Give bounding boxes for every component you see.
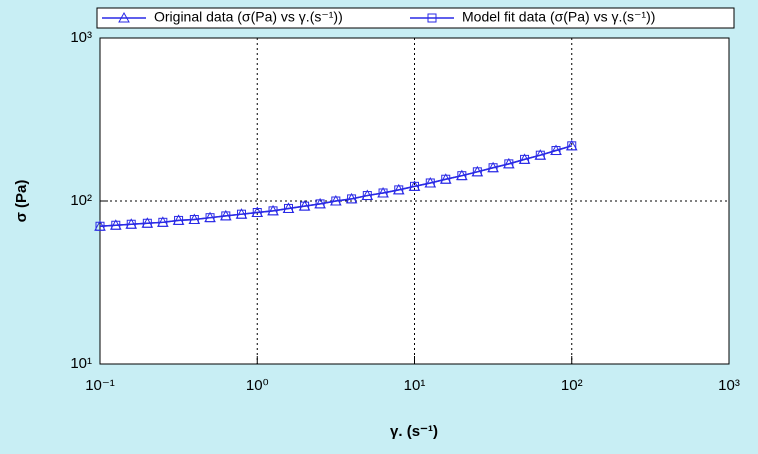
square-marker: [472, 167, 482, 177]
y-axis-label: σ (Pa): [13, 180, 30, 223]
square-marker: [252, 208, 262, 218]
square-marker: [347, 194, 357, 204]
legend-marker: [427, 13, 437, 23]
square-marker: [362, 191, 372, 201]
series-line: [99, 145, 572, 227]
square-marker: [520, 154, 530, 164]
square-marker: [488, 163, 498, 173]
square-marker: [567, 141, 577, 151]
y-tick-label: 10³: [70, 29, 92, 46]
square-marker: [300, 201, 310, 211]
square-marker: [425, 178, 435, 188]
square-marker: [205, 213, 215, 223]
square-marker: [95, 221, 105, 231]
x-axis-label: γ. (s⁻¹): [390, 423, 438, 440]
square-marker: [142, 218, 152, 228]
y-tick-label: 10²: [70, 192, 92, 209]
square-marker: [410, 181, 419, 191]
square-marker: [504, 159, 514, 169]
axes-frame: [99, 37, 730, 365]
y-tick-label: 10¹: [70, 355, 92, 372]
square-marker: [174, 215, 184, 225]
square-marker: [189, 215, 199, 225]
square-marker: [551, 146, 561, 156]
square-marker: [535, 150, 545, 160]
square-marker: [331, 196, 341, 206]
x-tick-label: 10⁰: [246, 377, 269, 394]
square-marker: [283, 203, 293, 213]
square-marker: [394, 185, 404, 195]
square-marker: [221, 211, 231, 221]
x-tick-label: 10¹: [404, 377, 426, 394]
square-marker: [457, 171, 467, 181]
legend-label: Model fit data (σ(Pa) vs γ.(s⁻¹)): [462, 9, 655, 25]
square-marker: [315, 199, 325, 209]
square-marker: [158, 217, 168, 227]
x-tick-label: 10⁻¹: [85, 377, 115, 394]
square-marker: [378, 188, 388, 198]
square-marker: [441, 174, 451, 184]
x-tick-label: 10²: [561, 377, 583, 394]
legend-label: Original data (σ(Pa) vs γ.(s⁻¹)): [154, 9, 343, 25]
square-marker: [126, 219, 136, 229]
x-tick-label: 10³: [718, 377, 740, 394]
square-marker: [236, 209, 246, 219]
legend-marker: [118, 11, 130, 23]
plot-area: [100, 38, 729, 364]
square-marker: [268, 206, 278, 216]
square-marker: [111, 220, 121, 230]
